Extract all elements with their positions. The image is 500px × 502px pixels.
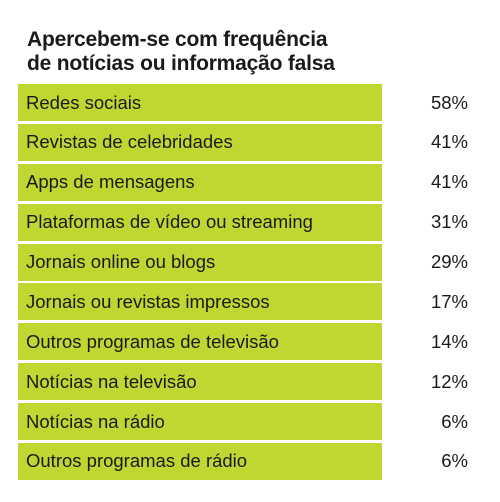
table-row: Notícias na televisão 12% — [18, 363, 480, 401]
row-label: Outros programas de rádio — [18, 442, 382, 480]
table-row: Plataformas de vídeo ou streaming 31% — [18, 203, 480, 241]
row-value: 31% — [430, 211, 468, 233]
table-row: Notícias na rádio 6% — [18, 403, 480, 440]
chart-title: Apercebem-se com frequência de notícias … — [27, 28, 477, 76]
row-value: 17% — [430, 290, 468, 312]
data-table: Redes sociais 58% Revistas de celebridades… — [18, 84, 480, 480]
row-label: Notícias na rádio — [18, 403, 382, 440]
row-label: Jornais online ou blogs — [18, 243, 382, 281]
row-label: Redes sociais — [18, 84, 382, 121]
chart-title-line-2: de notícias ou informação falsa — [27, 52, 335, 75]
row-label: Outros programas de televisão — [18, 323, 382, 361]
row-value: 14% — [430, 330, 468, 352]
row-value: 6% — [441, 410, 468, 432]
row-value: 29% — [430, 251, 468, 272]
row-value: 12% — [430, 370, 468, 392]
row-label: Jornais ou revistas impressos — [18, 283, 382, 321]
row-value: 41% — [430, 171, 468, 193]
table-row: Jornais online ou blogs 29% — [18, 243, 480, 281]
row-label: Notícias na televisão — [18, 363, 382, 401]
table-row: Outros programas de televisão 14% — [18, 323, 480, 361]
table-row: Redes sociais 58% — [18, 84, 480, 121]
row-label: Plataformas de vídeo ou streaming — [18, 203, 382, 241]
row-label: Revistas de celebridades — [18, 123, 382, 161]
table-row: Jornais ou revistas impressos 17% — [18, 283, 480, 321]
chart-title-line-1: Apercebem-se com frequência — [27, 28, 328, 51]
table-row: Apps de mensagens 41% — [18, 163, 480, 201]
row-value: 41% — [430, 131, 468, 153]
row-value: 58% — [430, 91, 468, 113]
row-value: 6% — [441, 450, 468, 472]
table-row: Outros programas de rádio 6% — [18, 442, 480, 480]
row-label: Apps de mensagens — [18, 163, 382, 201]
table-row: Revistas de celebridades 41% — [18, 123, 480, 161]
